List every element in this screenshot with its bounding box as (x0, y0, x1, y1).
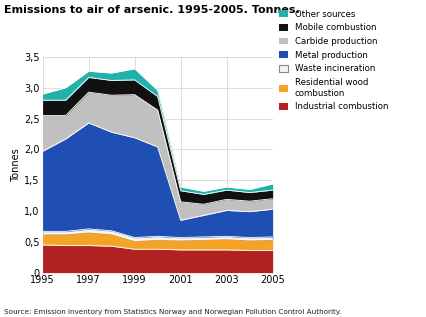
Y-axis label: Tonnes: Tonnes (12, 148, 21, 182)
Text: Source: Emission inventory from Statistics Norway and Norwegian Pollution Contro: Source: Emission inventory from Statisti… (4, 309, 342, 315)
Text: Emissions to air of arsenic. 1995-2005. Tonnes.: Emissions to air of arsenic. 1995-2005. … (4, 5, 300, 15)
Legend: Other sources, Mobile combustion, Carbide production, Metal production, Waste in: Other sources, Mobile combustion, Carbid… (279, 10, 388, 111)
